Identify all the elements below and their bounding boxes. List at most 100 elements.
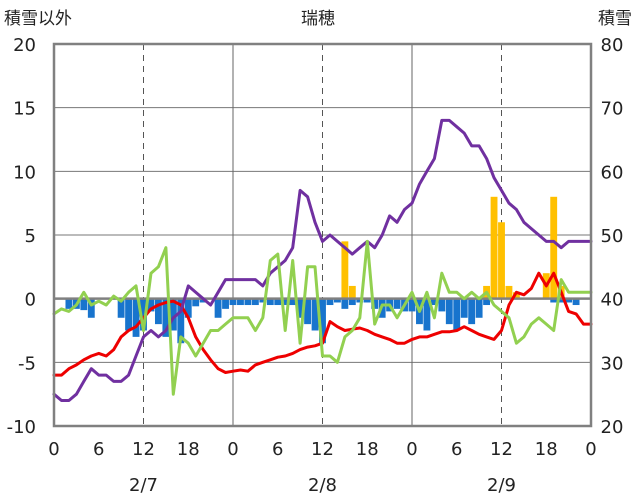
bar-series-0 bbox=[319, 298, 326, 344]
x-tick-label: 12 bbox=[490, 439, 513, 460]
bar-series-0 bbox=[311, 298, 319, 331]
bar-series-0 bbox=[483, 298, 491, 306]
x-tick-label: 6 bbox=[93, 439, 104, 460]
bar-series-0 bbox=[453, 298, 461, 331]
x-tick-label: 18 bbox=[177, 439, 200, 460]
bar-series-0 bbox=[237, 298, 244, 306]
date-label: 2/9 bbox=[487, 475, 516, 496]
left-axis-label: 積雪以外 bbox=[4, 9, 72, 29]
bar-series-0 bbox=[229, 298, 237, 306]
bar-series-0 bbox=[445, 298, 453, 325]
bar-series-1 bbox=[348, 285, 356, 299]
bar-series-0 bbox=[169, 298, 177, 331]
right-tick-label: 20 bbox=[601, 417, 624, 438]
bar-series-0 bbox=[87, 298, 95, 318]
bar-series-0 bbox=[438, 298, 446, 312]
bar-series-0 bbox=[296, 298, 304, 318]
bar-series-0 bbox=[460, 298, 468, 318]
line-series-3 bbox=[52, 118, 593, 402]
date-label: 2/7 bbox=[129, 475, 158, 496]
left-tick-label: 5 bbox=[25, 226, 36, 247]
x-tick-label: 12 bbox=[311, 439, 334, 460]
bar-series-0 bbox=[341, 298, 349, 309]
bar-series-0 bbox=[125, 298, 133, 331]
bar-series-0 bbox=[393, 298, 401, 309]
x-tick-label: 12 bbox=[132, 439, 155, 460]
right-tick-label: 40 bbox=[601, 290, 624, 311]
bar-series-0 bbox=[117, 298, 125, 318]
bar-series-0 bbox=[147, 298, 155, 312]
bar-series-0 bbox=[214, 298, 222, 318]
bar-series-0 bbox=[65, 298, 73, 309]
chart-title: 瑞穂 bbox=[301, 9, 335, 29]
bar-series-1 bbox=[550, 196, 558, 299]
bar-series-1 bbox=[341, 241, 349, 299]
left-tick-label: 0 bbox=[25, 290, 36, 311]
bar-series-0 bbox=[468, 298, 476, 325]
bar-series-0 bbox=[140, 298, 147, 331]
bar-series-0 bbox=[281, 298, 289, 306]
right-tick-label: 50 bbox=[601, 226, 624, 247]
bar-series-0 bbox=[475, 298, 483, 318]
bar-series-0 bbox=[326, 298, 334, 306]
bar-series-0 bbox=[184, 298, 192, 318]
bar-series-1 bbox=[512, 292, 520, 299]
bar-series-0 bbox=[162, 298, 170, 337]
bar-series-0 bbox=[251, 298, 259, 306]
x-tick-label: 6 bbox=[272, 439, 283, 460]
bar-series-0 bbox=[80, 298, 88, 311]
bars-layer bbox=[65, 196, 580, 344]
bar-series-0 bbox=[348, 298, 356, 306]
bar-series-0 bbox=[244, 298, 252, 306]
bar-series-0 bbox=[274, 298, 282, 306]
bar-series-0 bbox=[565, 298, 573, 303]
plot-frame bbox=[52, 42, 593, 428]
left-tick-label: 15 bbox=[13, 99, 36, 120]
grid-layer bbox=[54, 44, 591, 426]
frame-layer bbox=[52, 42, 593, 428]
left-tick-label: 10 bbox=[13, 162, 36, 183]
x-tick-label: 6 bbox=[451, 439, 462, 460]
bar-series-0 bbox=[371, 298, 379, 309]
right-tick-label: 80 bbox=[601, 35, 624, 56]
bar-series-0 bbox=[356, 298, 364, 303]
bar-series-0 bbox=[430, 298, 438, 306]
bar-series-0 bbox=[289, 298, 297, 306]
date-label: 2/8 bbox=[308, 475, 337, 496]
right-tick-label: 60 bbox=[601, 162, 624, 183]
right-tick-label: 70 bbox=[601, 99, 624, 120]
bar-series-0 bbox=[572, 298, 580, 306]
x-tick-label: 0 bbox=[227, 439, 238, 460]
x-tick-label: 0 bbox=[48, 439, 59, 460]
bar-series-0 bbox=[423, 298, 431, 331]
right-tick-label: 30 bbox=[601, 353, 624, 374]
x-tick-label: 18 bbox=[356, 439, 379, 460]
x-tick-label: 18 bbox=[535, 439, 558, 460]
bar-series-0 bbox=[259, 298, 267, 303]
bar-series-1 bbox=[498, 222, 505, 299]
bar-series-1 bbox=[490, 196, 498, 299]
bar-series-0 bbox=[408, 298, 416, 312]
bar-series-0 bbox=[192, 298, 200, 307]
bar-series-0 bbox=[266, 298, 274, 306]
bar-series-1 bbox=[505, 285, 513, 299]
x-tick-label: 0 bbox=[585, 439, 596, 460]
bar-series-0 bbox=[304, 298, 312, 325]
bar-series-0 bbox=[222, 298, 229, 309]
left-tick-label: 20 bbox=[13, 35, 36, 56]
bar-series-0 bbox=[557, 298, 565, 303]
left-tick-label: -10 bbox=[7, 417, 36, 438]
bar-series-0 bbox=[333, 298, 341, 303]
right-axis-label: 積雪 bbox=[598, 9, 632, 29]
lines-layer bbox=[52, 118, 593, 402]
bar-series-0 bbox=[132, 298, 140, 337]
bar-series-0 bbox=[363, 298, 371, 303]
bar-series-0 bbox=[154, 298, 162, 325]
bar-series-0 bbox=[177, 298, 185, 344]
x-tick-label: 0 bbox=[406, 439, 417, 460]
left-tick-label: -5 bbox=[18, 353, 36, 374]
bar-series-0 bbox=[550, 298, 558, 303]
line-series-4 bbox=[52, 239, 593, 396]
